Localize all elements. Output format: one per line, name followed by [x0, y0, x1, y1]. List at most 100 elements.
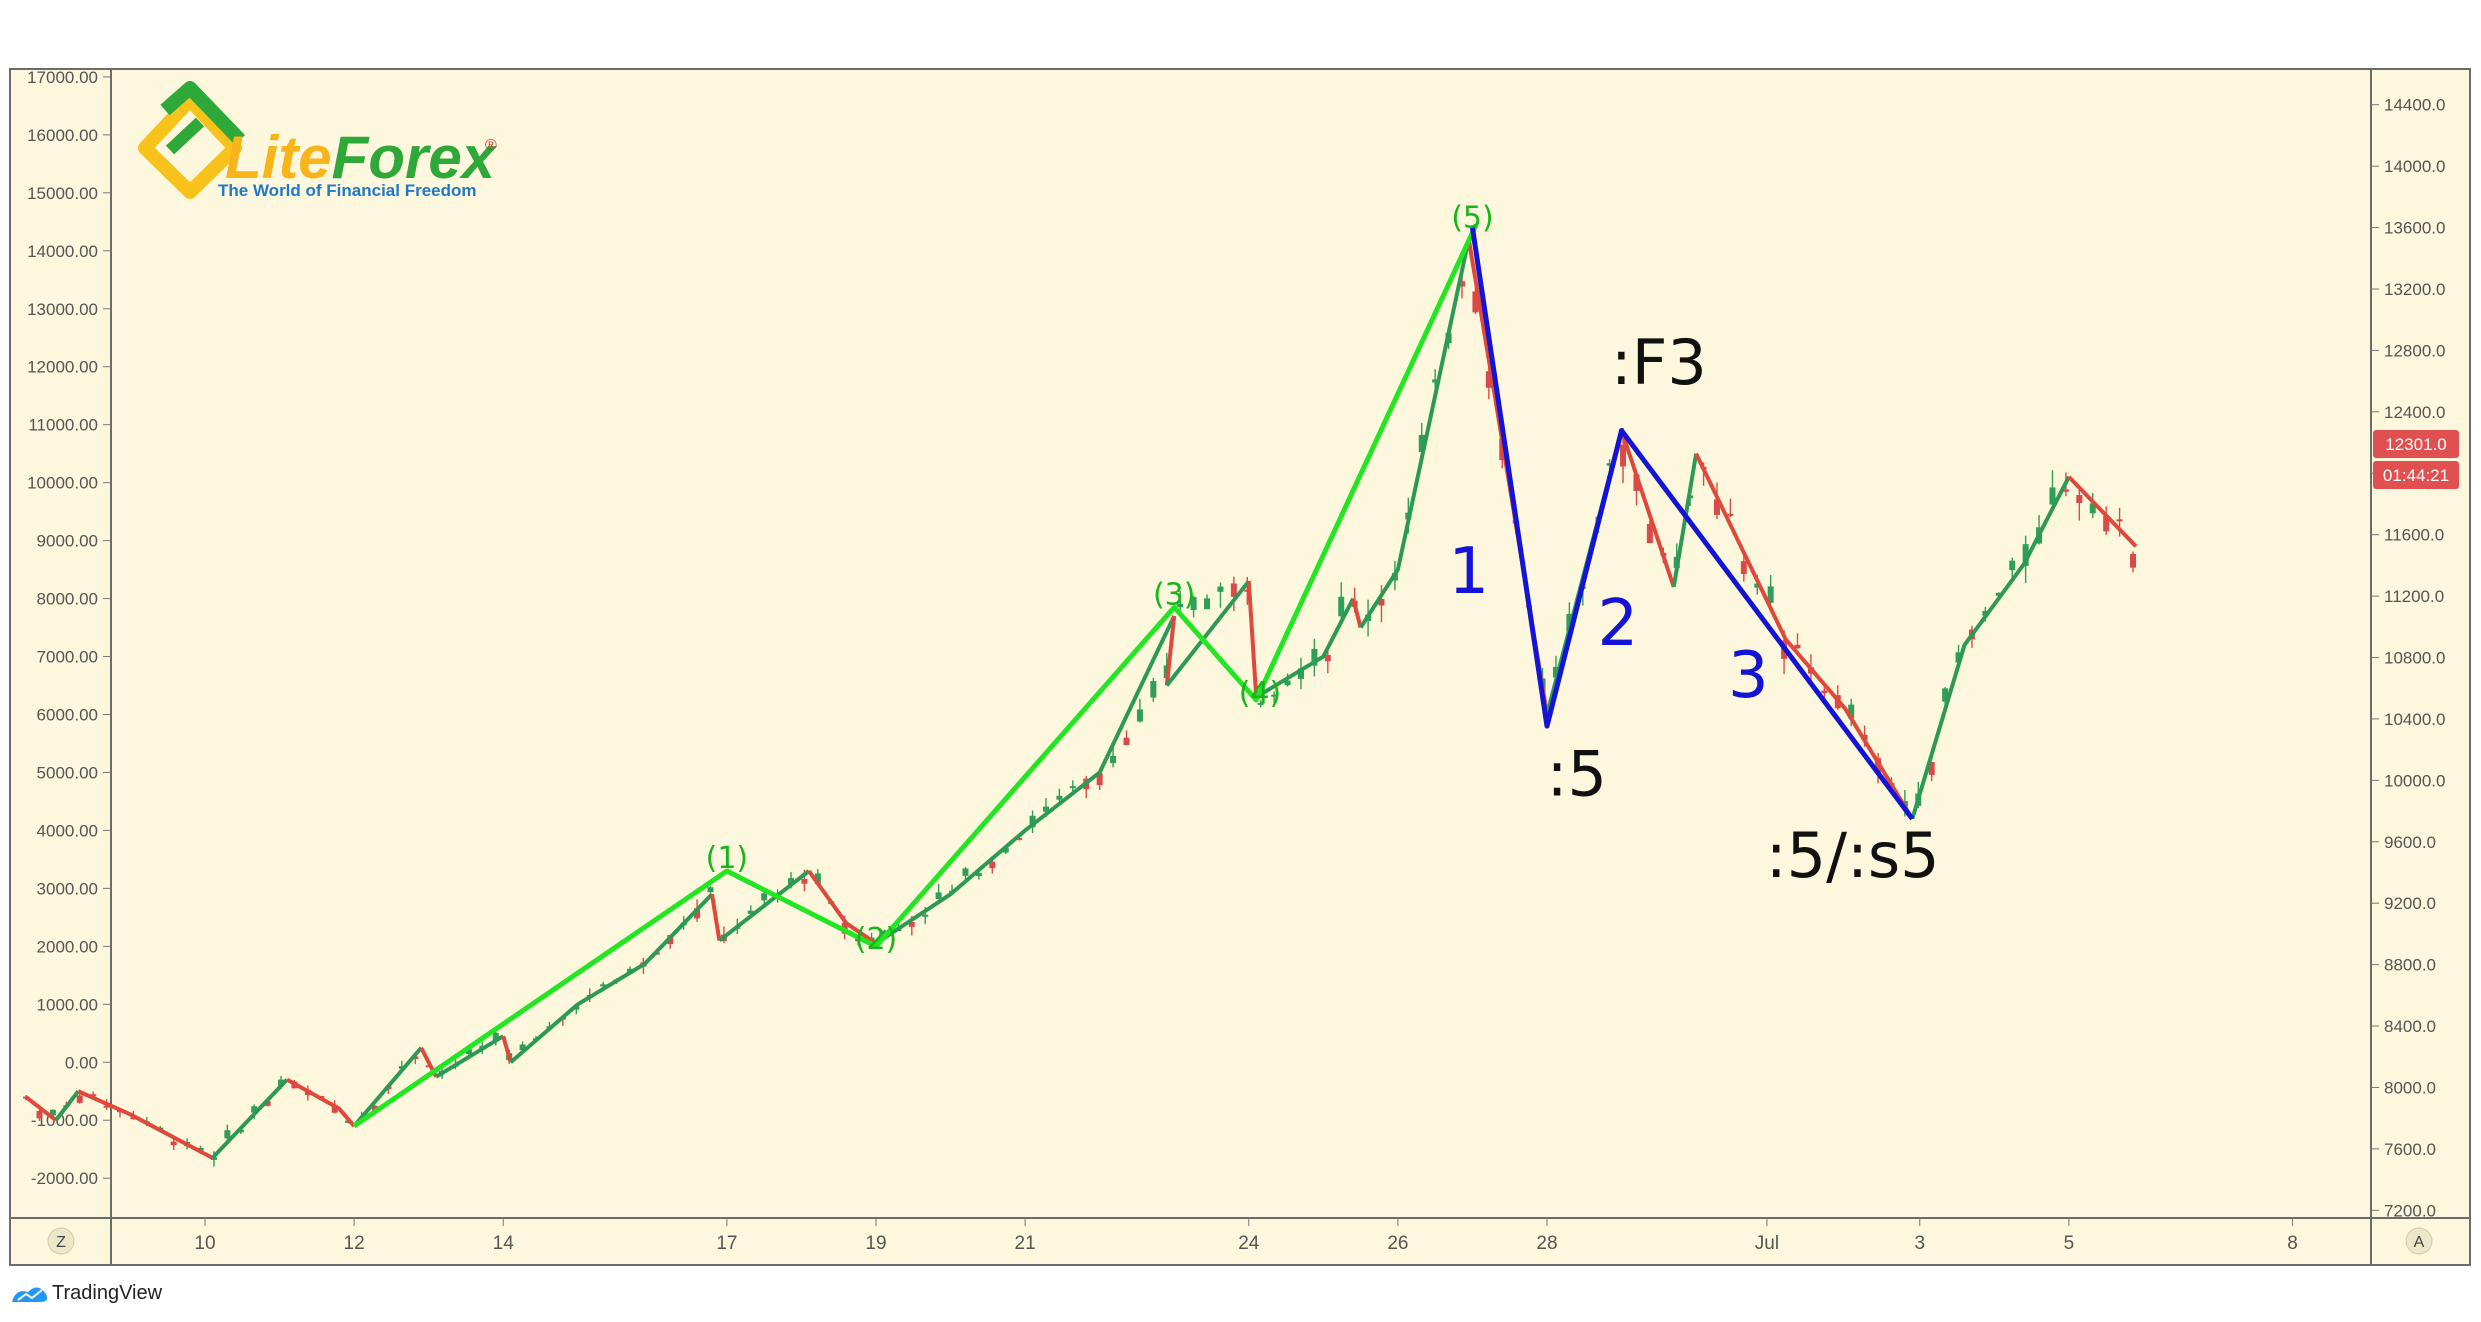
minor-wave-green	[54, 1090, 80, 1122]
candle-body	[788, 878, 795, 885]
liteforex-logo: LiteForex ® The World of Financial Freed…	[138, 81, 498, 200]
candle-body	[251, 1106, 258, 1113]
candle-body	[989, 861, 996, 869]
x-tick-label: 14	[493, 1233, 515, 1254]
left-tick-label: 0.00	[65, 1053, 98, 1072]
last-price-box: 12301.0	[2373, 430, 2459, 458]
candle-body	[492, 1032, 499, 1041]
logo-trademark: ®	[485, 137, 497, 154]
wave-labels: (1) (2) (3) (4) (5) 1 2 3:F3:5:5/:s5	[706, 201, 1940, 958]
auto-scale-button-label: A	[2414, 1234, 2425, 1251]
candle-body	[1727, 513, 1734, 516]
wave-label-green: (1)	[706, 841, 749, 876]
minor-wave-green	[1671, 453, 1699, 588]
wave-label-green: (3)	[1153, 577, 1196, 612]
candle-body	[1069, 786, 1076, 789]
logo-forex: Forex	[332, 124, 498, 191]
x-tick-label: Jul	[1755, 1233, 1779, 1254]
auto-scale-button[interactable]: A	[2405, 1227, 2433, 1255]
candle-body	[1324, 655, 1331, 662]
blue-wave-line	[1469, 227, 1915, 821]
candle-body	[1472, 291, 1479, 313]
x-tick-label: 21	[1015, 1233, 1036, 1254]
candle-body	[1378, 598, 1385, 606]
candle-body	[1257, 702, 1264, 705]
right-tick-label: 9200.0	[2384, 894, 2436, 913]
left-tick-label: 17000.00	[27, 68, 98, 87]
candle-body	[761, 893, 768, 901]
wave-label-green: (5)	[1451, 201, 1494, 236]
bright-green-waves	[352, 223, 1479, 1129]
candle-body	[1928, 762, 1935, 775]
chart-frame	[9, 68, 2471, 1266]
candle-body	[1848, 704, 1855, 719]
candle-body	[76, 1095, 83, 1103]
left-tick-label: 9000.00	[37, 532, 98, 551]
candle-body	[1767, 586, 1774, 603]
candle-body	[2103, 516, 2110, 532]
right-tick-label: 8400.0	[2384, 1017, 2436, 1036]
right-tick-label: 13200.0	[2384, 280, 2445, 299]
right-tick-label: 7200.0	[2384, 1201, 2436, 1220]
minor-wave-red	[501, 1035, 513, 1063]
candle-body	[1418, 434, 1425, 453]
candle-body	[1217, 586, 1224, 592]
candle-body	[1606, 463, 1613, 466]
x-tick-label: 10	[194, 1233, 215, 1254]
candle-body	[1754, 583, 1761, 588]
candle-body	[371, 1105, 378, 1111]
left-tick-label: -2000.00	[31, 1169, 98, 1188]
minor-waves	[24, 238, 2138, 1160]
candle-body	[1123, 737, 1130, 746]
right-tick-label: 12800.0	[2384, 341, 2445, 360]
right-tick-label: 10000.0	[2384, 771, 2445, 790]
candle-body	[1713, 499, 1720, 515]
candle-body	[130, 1117, 137, 1120]
minor-wave-green	[718, 869, 811, 943]
candle-body	[1029, 815, 1036, 828]
candle-body	[1338, 596, 1345, 617]
candle-body	[1995, 592, 2002, 596]
liteforex-logo-icon	[138, 81, 246, 199]
candle-body	[2076, 495, 2083, 504]
minor-wave-red	[1164, 615, 1177, 686]
candle-body	[1740, 561, 1747, 575]
candle-body	[2130, 553, 2137, 568]
left-tick-label: 13000.00	[27, 300, 98, 319]
minor-wave-red	[710, 893, 722, 941]
candle-body	[600, 984, 607, 987]
minor-wave-red	[286, 1077, 356, 1128]
candle-body	[2022, 544, 2029, 566]
minor-wave-red	[1351, 598, 1363, 629]
candle-body	[1204, 598, 1211, 610]
candle-body	[2049, 487, 2056, 505]
wave-label-black: :F3	[1611, 326, 1707, 399]
minor-wave-red	[1619, 429, 1676, 588]
left-tick-label: 10000.00	[27, 474, 98, 493]
wave-label-black: :5	[1547, 738, 1607, 811]
timezone-button[interactable]: Z	[47, 1227, 75, 1255]
candle-body	[707, 887, 714, 893]
minor-wave-red	[77, 1089, 214, 1160]
minor-wave-green	[874, 615, 1177, 946]
candle-body	[1297, 668, 1304, 679]
left-axis-background	[11, 70, 111, 1218]
x-tick-label: 12	[344, 1233, 365, 1254]
candle-body	[2116, 519, 2123, 522]
left-tick-label: 11000.00	[28, 416, 98, 435]
right-tick-label: 14000.0	[2384, 157, 2445, 176]
candle-body	[1821, 690, 1828, 694]
candle-body	[49, 1109, 56, 1116]
candle-body	[103, 1105, 110, 1108]
right-tick-label: 14400.0	[2384, 96, 2445, 115]
candle-body	[747, 910, 754, 914]
candle-body	[1485, 371, 1492, 388]
candle-body	[1056, 795, 1063, 800]
minor-wave-green	[1910, 475, 2071, 820]
x-tick-label: 19	[865, 1233, 886, 1254]
minor-wave-green	[1165, 579, 1251, 687]
candle-body	[1271, 694, 1278, 697]
right-tick-label: 10400.0	[2384, 710, 2445, 729]
right-tick-label: 9600.0	[2384, 833, 2436, 852]
